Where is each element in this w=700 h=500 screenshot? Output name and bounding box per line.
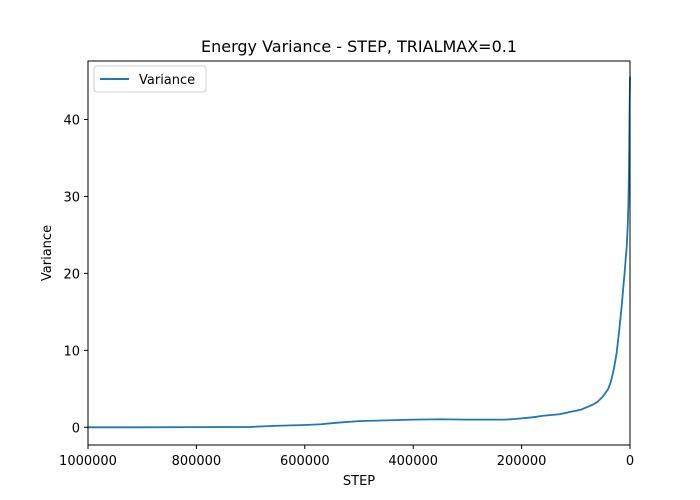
x-tick-label: 800000 bbox=[172, 454, 222, 469]
y-tick-label: 20 bbox=[63, 267, 80, 282]
y-tick-label: 30 bbox=[63, 190, 80, 205]
x-axis-ticks: 1000000 800000 600000 400000 200000 0 bbox=[59, 445, 634, 469]
plot-area bbox=[87, 60, 631, 446]
legend-box bbox=[93, 65, 207, 93]
x-tick-label: 200000 bbox=[497, 454, 547, 469]
y-tick-label: 0 bbox=[72, 421, 80, 436]
series-line-variance bbox=[87, 76, 631, 429]
chart-title: Energy Variance - STEP, TRIALMAX=0.1 bbox=[201, 37, 517, 56]
x-axis-label: STEP bbox=[343, 474, 375, 489]
plot-frame bbox=[87, 60, 631, 446]
x-tick-label: 600000 bbox=[280, 454, 330, 469]
y-tick-label: 10 bbox=[63, 344, 80, 359]
x-tick-label: 1000000 bbox=[59, 454, 117, 469]
y-axis-label: Variance bbox=[40, 225, 55, 281]
x-tick-label: 400000 bbox=[388, 454, 438, 469]
y-tick-label: 40 bbox=[63, 113, 80, 128]
legend-label-variance: Variance bbox=[139, 73, 195, 88]
x-tick-label: 0 bbox=[626, 454, 634, 469]
legend: Variance bbox=[93, 65, 207, 93]
y-axis-ticks: 0 10 20 30 40 bbox=[63, 113, 88, 436]
